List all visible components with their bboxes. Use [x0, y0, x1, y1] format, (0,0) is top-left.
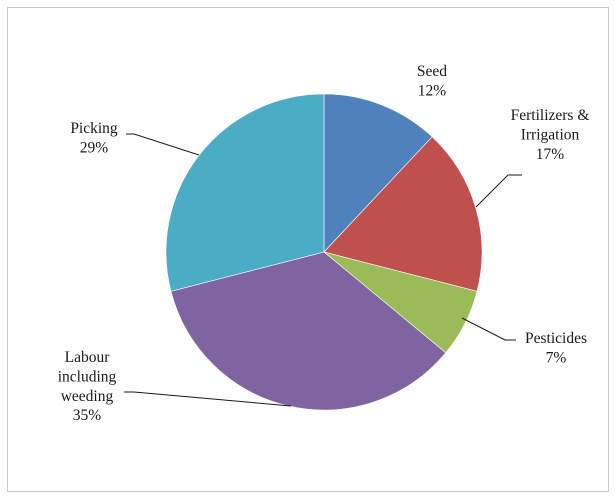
value-label-pesticides: 7%: [546, 349, 567, 366]
leader-line-fertilizers: [475, 174, 522, 208]
label-fertilizers: Fertilizers & Irrigation 17%: [511, 107, 590, 163]
leader-line-picking: [126, 133, 200, 156]
label-picking: Picking 29%: [70, 120, 118, 156]
name-label-pesticides: Pesticides: [525, 330, 587, 347]
name-label-labour: including: [58, 368, 117, 385]
name-label-fertilizers: Fertilizers &: [511, 107, 590, 124]
name-label-fertilizers: Irrigation: [521, 126, 580, 143]
slice-fertilizers: [323, 136, 483, 292]
name-label-labour: Labour: [65, 349, 111, 366]
value-label-picking: 29%: [80, 139, 109, 156]
slice-seed: [323, 93, 433, 253]
leader-line-pesticides: [461, 317, 516, 341]
value-label-labour: 35%: [73, 407, 102, 424]
slice-picking: [165, 93, 325, 292]
label-pesticides: Pesticides 7%: [525, 330, 587, 366]
pie-labels: Seed 12% Fertilizers & Irrigation 17% Pestici…: [58, 63, 590, 424]
pie-slices: [165, 93, 483, 411]
name-label-picking: Picking: [70, 120, 118, 137]
name-label-seed: Seed: [417, 63, 447, 80]
value-label-fertilizers: 17%: [536, 146, 565, 163]
label-seed: Seed 12%: [417, 63, 447, 99]
value-label-seed: 12%: [418, 82, 447, 99]
leader-line-labour: [124, 391, 292, 407]
label-labour: Labour including weeding 35%: [58, 349, 117, 424]
name-label-labour: weeding: [61, 388, 114, 405]
